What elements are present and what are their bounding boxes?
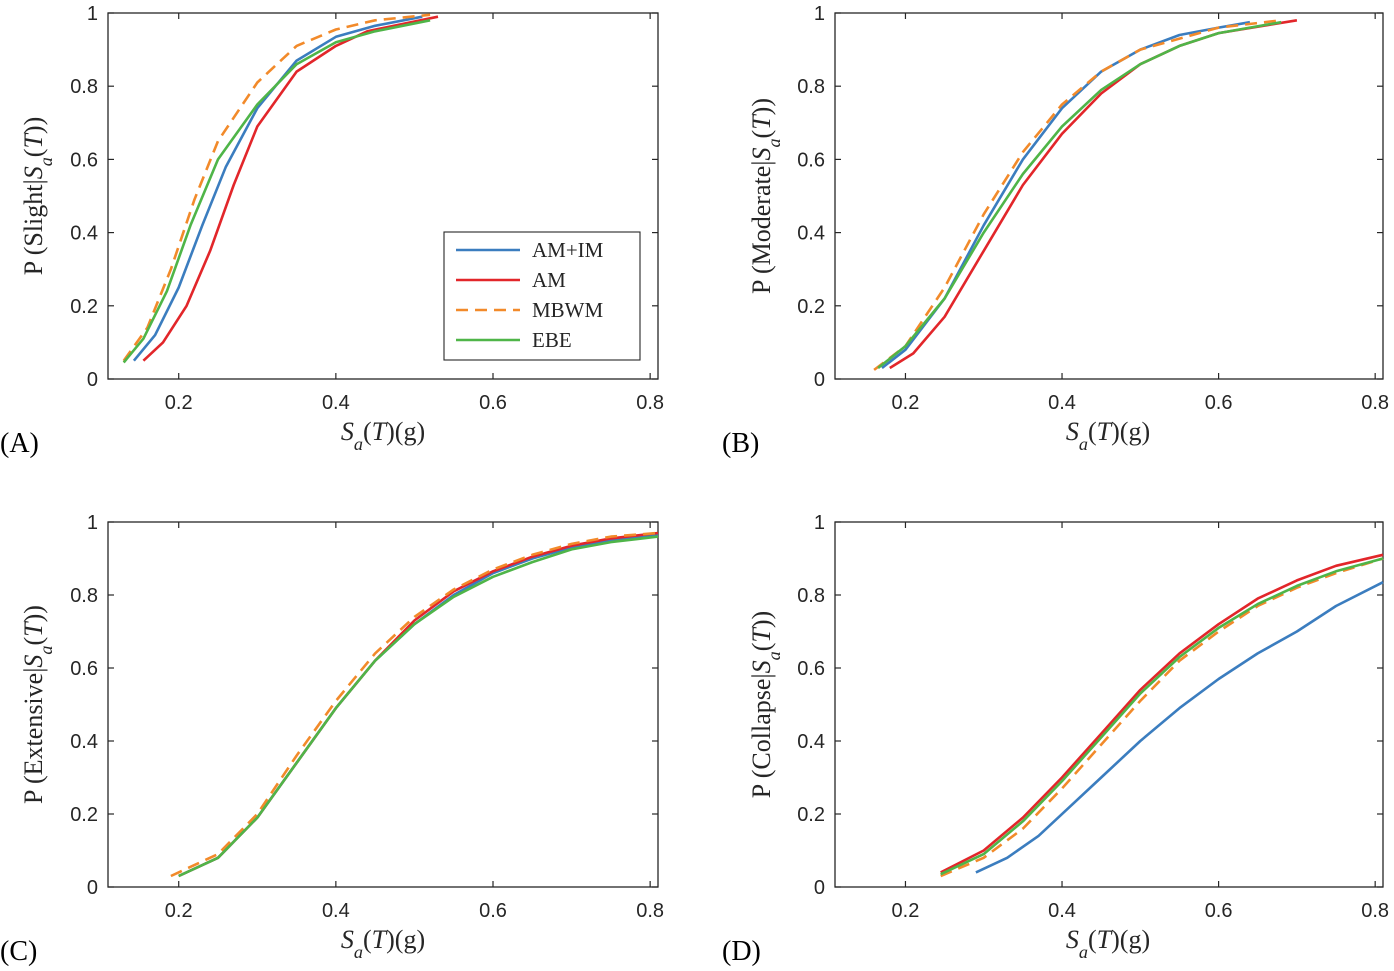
y-tick-label: 0.4 — [70, 731, 98, 753]
x-tick-label: 0.6 — [1205, 392, 1233, 414]
series-line-am — [889, 19, 1298, 370]
y-tick-label: 0.6 — [797, 658, 825, 680]
y-tick-label: 1 — [814, 512, 825, 534]
y-axis-label: P (Extensive|Sa(T)) — [19, 605, 56, 804]
y-tick-label: 0.2 — [797, 804, 825, 826]
x-tick-label: 0.4 — [1048, 392, 1076, 414]
panel-2: 0.2 0.4 0.6 0.8 0 0.2 0.4 0.6 0.8 1 Sa(T)(g) P (Ext… — [0, 512, 664, 967]
series-line-ebe — [122, 19, 431, 364]
x-tick-label: 0.4 — [1048, 900, 1076, 922]
y-tick-label: 0 — [814, 877, 825, 899]
y-tick-label: 0.6 — [70, 149, 98, 171]
panel-0: 0.2 0.4 0.6 0.8 0 0.2 0.4 0.6 0.8 1 Sa(T)(g) P (Sli… — [0, 3, 664, 459]
y-tick-label: 1 — [87, 3, 98, 25]
x-tick-label: 0.2 — [892, 900, 920, 922]
panel-label: (D) — [722, 936, 761, 967]
x-tick-label: 0.8 — [636, 392, 664, 414]
x-tick-label: 0.8 — [1361, 900, 1389, 922]
panel-label: (C) — [0, 936, 37, 967]
series-line-am-im — [975, 581, 1384, 874]
y-tick-label: 0.2 — [70, 804, 98, 826]
y-tick-label: 0.6 — [70, 658, 98, 680]
plot-frame — [834, 521, 1384, 888]
series-line-mbwm — [940, 557, 1384, 878]
y-tick-label: 0.4 — [70, 223, 98, 245]
y-tick-label: 1 — [814, 3, 825, 25]
x-tick-label: 0.2 — [165, 900, 193, 922]
x-tick-label: 0.2 — [165, 392, 193, 414]
legend-label: EBE — [532, 328, 572, 352]
x-tick-label: 0.6 — [1205, 900, 1233, 922]
x-axis-label: Sa(T)(g) — [1066, 925, 1150, 962]
y-axis-label: P (Slight|Sa(T)) — [19, 117, 56, 276]
series-line-mbwm — [170, 531, 659, 878]
y-tick-label: 0 — [814, 369, 825, 391]
panel-3: 0.2 0.4 0.6 0.8 0 0.2 0.4 0.6 0.8 1 Sa(T)(g) P (Col… — [722, 512, 1389, 967]
legend-box — [443, 231, 641, 361]
panel-1: 0.2 0.4 0.6 0.8 0 0.2 0.4 0.6 0.8 1 Sa(T)(g) P (Mod… — [722, 3, 1389, 459]
series-line-ebe — [877, 20, 1282, 370]
x-tick-label: 0.8 — [1361, 392, 1389, 414]
y-tick-label: 0 — [87, 369, 98, 391]
y-axis-label: P (Collapse|Sa(T)) — [747, 611, 784, 798]
x-tick-label: 0.4 — [322, 900, 350, 922]
series-line-am-im — [881, 20, 1251, 370]
y-tick-label: 0.4 — [797, 731, 825, 753]
series-line-ebe — [178, 535, 659, 878]
plot-frame — [834, 12, 1384, 380]
series-line-ebe — [940, 557, 1384, 876]
series-line-mbwm — [873, 19, 1282, 371]
y-tick-label: 0.2 — [797, 296, 825, 318]
y-tick-label: 0.2 — [70, 296, 98, 318]
panel-label: (B) — [722, 428, 759, 459]
y-tick-label: 0.8 — [797, 585, 825, 607]
x-axis-label: Sa(T)(g) — [341, 417, 425, 454]
y-tick-label: 0 — [87, 877, 98, 899]
panel-label: (A) — [0, 428, 39, 459]
plot-frame — [107, 521, 659, 888]
y-tick-label: 0.8 — [70, 76, 98, 98]
y-tick-label: 1 — [87, 512, 98, 534]
y-axis-label: P (Moderate|Sa(T)) — [747, 98, 784, 294]
legend-label: AM — [532, 268, 566, 292]
y-tick-label: 0.6 — [797, 149, 825, 171]
legend-label: AM+IM — [532, 238, 604, 262]
legend: AM+IM AM MBWM EBE — [443, 231, 641, 361]
y-tick-label: 0.8 — [70, 585, 98, 607]
x-axis-label: Sa(T)(g) — [1066, 417, 1150, 454]
series-line-am — [940, 553, 1384, 874]
plot-frame — [107, 12, 659, 380]
y-tick-label: 0.8 — [797, 76, 825, 98]
series-line-am-im — [132, 15, 423, 362]
series-line-mbwm — [122, 13, 431, 362]
x-tick-label: 0.6 — [479, 392, 507, 414]
legend-label: MBWM — [532, 298, 604, 322]
x-tick-label: 0.4 — [322, 392, 350, 414]
x-tick-label: 0.8 — [636, 900, 664, 922]
x-axis-label: Sa(T)(g) — [341, 925, 425, 962]
y-tick-label: 0.4 — [797, 223, 825, 245]
x-tick-label: 0.2 — [892, 392, 920, 414]
x-tick-label: 0.6 — [479, 900, 507, 922]
